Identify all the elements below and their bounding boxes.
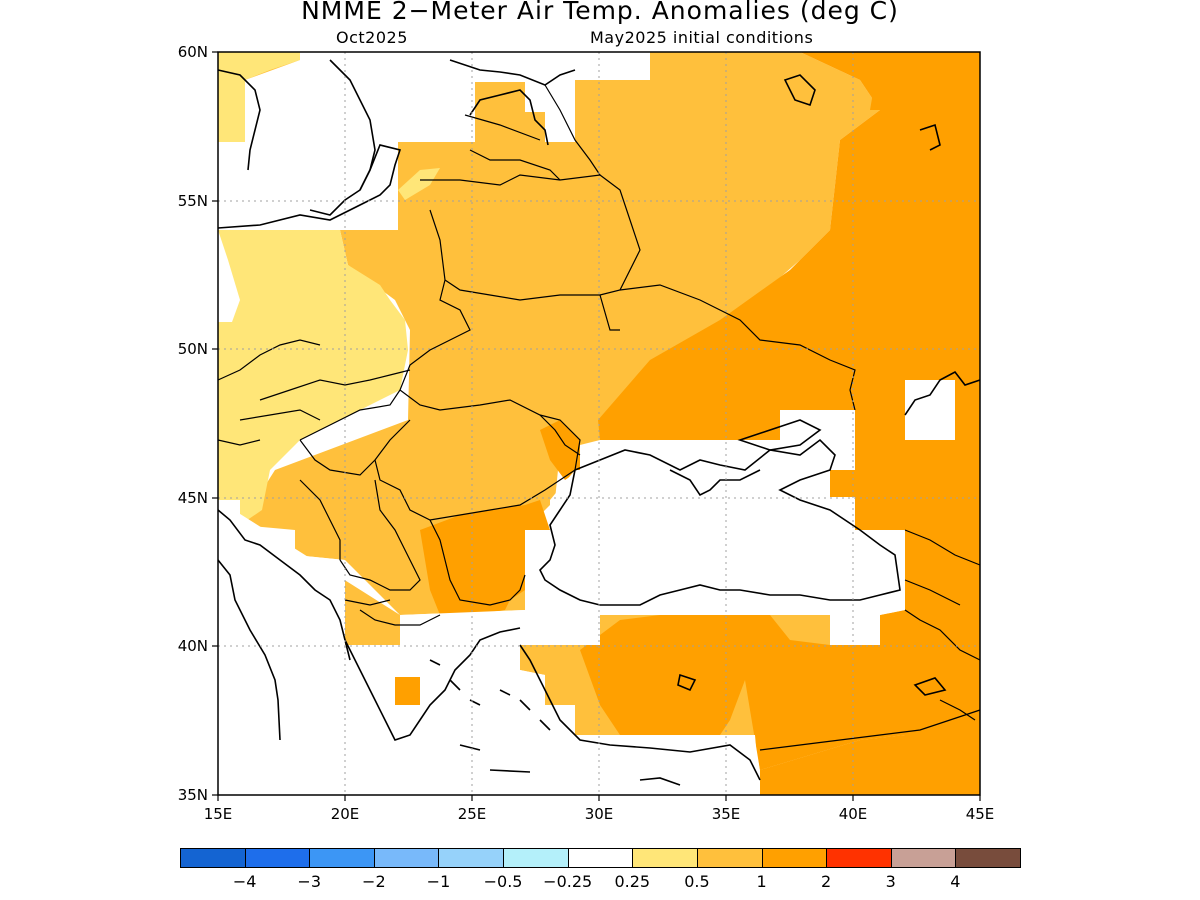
caspian-coast xyxy=(904,370,981,416)
colorbar-swatch xyxy=(438,848,505,868)
border-romania xyxy=(374,389,581,521)
shade-orange-ne xyxy=(870,52,980,110)
borders xyxy=(217,84,981,751)
gulf-finland xyxy=(449,59,576,86)
shade-orange-east xyxy=(598,52,980,795)
colorbar-label: −2 xyxy=(362,872,386,891)
border-bulgaria xyxy=(429,519,526,606)
gap-aegean xyxy=(218,500,760,795)
colorbar-label: −4 xyxy=(232,872,257,891)
border-poland-east xyxy=(399,209,471,391)
colorbar-swatch xyxy=(761,848,828,868)
colorbar-swatch xyxy=(244,848,311,868)
border-czech-slovakia xyxy=(259,369,411,401)
greece-coast xyxy=(344,627,521,741)
italy-coast xyxy=(217,559,281,741)
gap-adriatic xyxy=(218,500,345,645)
initial-conditions: May2025 initial conditions xyxy=(590,28,814,47)
coastlines xyxy=(217,59,981,786)
colorbar-swatch xyxy=(955,848,1021,868)
colorbar-label: 4 xyxy=(950,872,961,891)
valid-month: Oct2025 xyxy=(336,28,408,47)
colorbar-label: 0.5 xyxy=(684,872,710,891)
border-baltics xyxy=(464,114,561,181)
shade-light-yellow-west xyxy=(218,230,408,525)
border-germany xyxy=(217,339,321,446)
lon-label-20e: 20E xyxy=(330,805,360,823)
gridlines xyxy=(218,52,980,795)
gap-baltic-lake xyxy=(218,230,240,322)
colorbar-label: −1 xyxy=(426,872,451,891)
lake-van xyxy=(913,677,947,696)
norway-coast xyxy=(217,69,261,171)
colorbar-label: 0.25 xyxy=(614,872,651,891)
border-serbia xyxy=(339,479,421,591)
gulf-riga xyxy=(469,89,549,146)
border-belarus xyxy=(420,174,641,301)
cyprus xyxy=(639,777,681,786)
lake-tuz xyxy=(677,673,697,692)
colorbar-label: −0.25 xyxy=(543,872,593,891)
lat-label-45n: 45N xyxy=(177,489,208,507)
lon-label-15e: 15E xyxy=(203,805,233,823)
azov-coast xyxy=(737,419,822,451)
gap-black-sea xyxy=(525,410,905,645)
adriatic-coast xyxy=(217,509,351,661)
lon-label-40e: 40E xyxy=(838,805,868,823)
colorbar-swatch xyxy=(309,848,375,868)
colorbar-swatch xyxy=(503,848,569,868)
colorbar-swatch xyxy=(696,848,763,868)
axis-ticks xyxy=(212,51,981,801)
crimea xyxy=(669,469,761,497)
lat-label-60n: 60N xyxy=(177,43,208,61)
shade-orange-moldova xyxy=(540,420,580,480)
black-sea-coast xyxy=(539,438,901,606)
ladoga xyxy=(783,74,816,107)
colorbar-swatch xyxy=(890,848,957,868)
border-austria xyxy=(239,409,321,421)
sweden-coast xyxy=(309,59,376,216)
baltic-coast xyxy=(217,144,402,229)
colorbar-label: −3 xyxy=(297,872,322,891)
colorbar-label: 2 xyxy=(821,872,832,891)
lat-label-40n: 40N xyxy=(177,637,208,655)
volga xyxy=(919,123,941,151)
shade-orange-anatolia xyxy=(580,610,905,770)
border-balkans-west xyxy=(299,479,391,606)
lon-label-45e: 45E xyxy=(965,805,995,823)
colorbar-swatch xyxy=(632,848,698,868)
colorbar-label: −0.5 xyxy=(483,872,523,891)
border-turkey-east xyxy=(904,609,981,721)
shade-orange-greece-patch xyxy=(395,677,420,705)
border-syria xyxy=(759,709,981,751)
colorbar-swatch xyxy=(373,848,440,868)
lat-label-35n: 35N xyxy=(177,786,208,804)
gap-scandinavia xyxy=(218,52,650,230)
colorbar-label: 1 xyxy=(756,872,767,891)
gap-caspian xyxy=(905,380,955,440)
colorbar-swatch xyxy=(826,848,892,868)
anatolia-coast xyxy=(519,644,761,781)
border-north-macedonia xyxy=(359,609,441,626)
colorbar-swatch xyxy=(180,848,246,868)
shade-light-yellow-baltic xyxy=(398,168,440,200)
colorbar-swatch xyxy=(567,848,634,868)
aegean-islands xyxy=(429,659,551,773)
shade-orange-se xyxy=(760,760,980,795)
border-caucasus xyxy=(904,529,981,606)
border-hungary xyxy=(299,389,401,476)
lat-label-55n: 55N xyxy=(177,192,208,210)
border-ukraine xyxy=(599,284,856,411)
border-russia-west xyxy=(544,84,601,176)
lon-label-25e: 25E xyxy=(457,805,487,823)
lon-label-35e: 35E xyxy=(711,805,741,823)
lat-label-50n: 50N xyxy=(177,340,208,358)
colorbar-label: 3 xyxy=(885,872,896,891)
lon-label-30e: 30E xyxy=(584,805,614,823)
border-moldova xyxy=(539,414,581,456)
map-title: NMME 2−Meter Air Temp. Anomalies (deg C) xyxy=(301,0,899,25)
